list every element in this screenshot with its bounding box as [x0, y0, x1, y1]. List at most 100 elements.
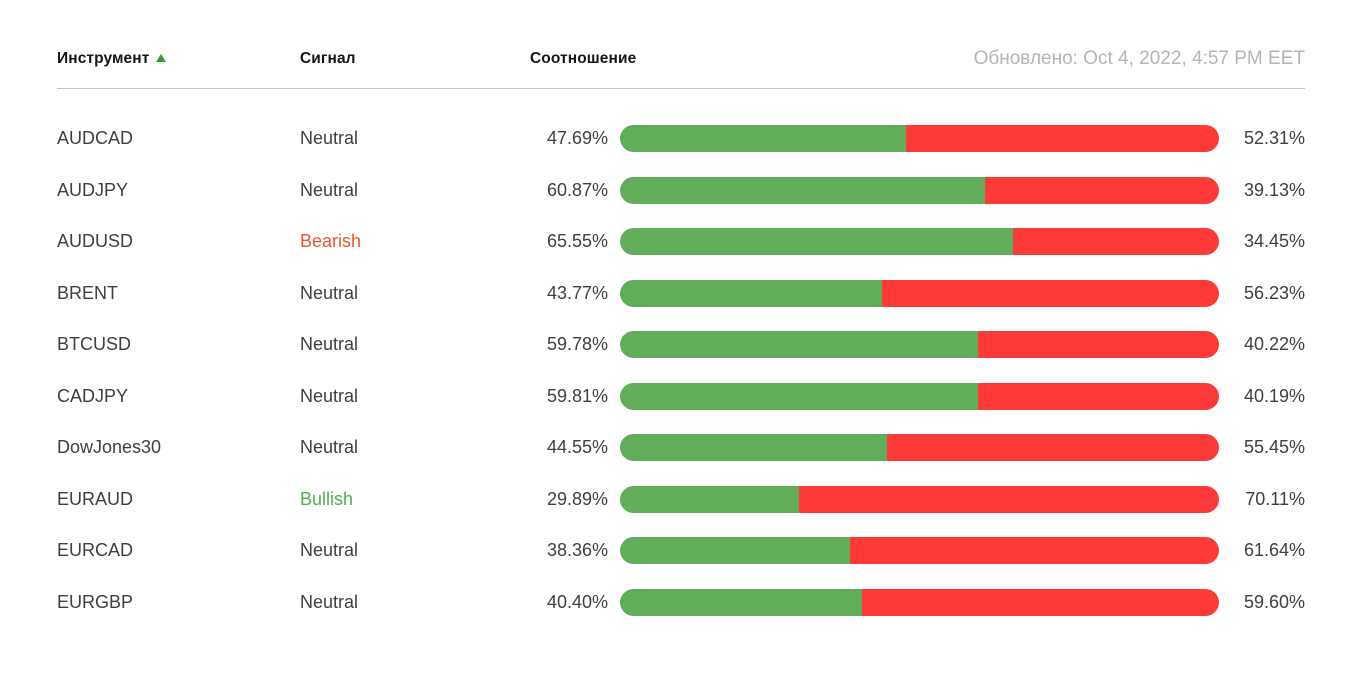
signal-label: Bullish: [300, 488, 354, 509]
signal-label: Bearish: [300, 231, 362, 252]
short-percentage: 52.31%: [1243, 128, 1305, 149]
ratio-bar: [608, 537, 1229, 565]
instrument-name[interactable]: AUDUSD: [57, 231, 134, 252]
signal-label: Neutral: [300, 540, 359, 561]
ratio-bar: [608, 125, 1229, 153]
short-bar-segment: [905, 125, 1219, 153]
signal-label: Neutral: [300, 179, 359, 200]
long-percentage: 59.78%: [546, 334, 608, 355]
long-bar-segment: [620, 588, 862, 616]
long-bar-segment: [620, 125, 906, 153]
ratio-bar: [608, 279, 1229, 307]
sort-ascending-icon: [156, 54, 167, 62]
updated-timestamp: Обновлено: Oct 4, 2022, 4:57 PM EET: [973, 48, 1305, 69]
long-percentage: 60.87%: [546, 179, 608, 200]
table-body: AUDCAD Neutral 47.69% 52.31% AUDJPY Neut…: [57, 113, 1305, 628]
long-bar-segment: [620, 228, 1013, 256]
ratio-bar-track: [620, 331, 1219, 359]
ratio-bar-track: [620, 485, 1219, 513]
long-percentage: 29.89%: [546, 488, 608, 509]
instrument-name[interactable]: EURCAD: [57, 540, 134, 561]
instrument-name[interactable]: AUDJPY: [57, 179, 129, 200]
ratio-bar-track: [620, 176, 1219, 204]
ratio-bar-track: [620, 228, 1219, 256]
ratio-bar: [608, 588, 1229, 616]
signal-label: Neutral: [300, 282, 359, 303]
column-header-signal[interactable]: Сигнал: [300, 50, 530, 68]
column-header-instrument[interactable]: Инструмент: [57, 50, 300, 68]
short-bar-segment: [978, 382, 1219, 410]
table-row: BTCUSD Neutral 59.78% 40.22%: [57, 319, 1305, 371]
short-bar-segment: [849, 537, 1219, 565]
short-bar-segment: [799, 485, 1219, 513]
column-header-ratio-label: Соотношение: [530, 50, 637, 67]
signal-label: Neutral: [300, 591, 359, 612]
instrument-name[interactable]: AUDCAD: [57, 128, 134, 149]
short-percentage: 34.45%: [1243, 231, 1305, 252]
long-bar-segment: [620, 382, 979, 410]
table-row: EURGBP Neutral 40.40% 59.60%: [57, 577, 1305, 629]
long-bar-segment: [620, 279, 883, 307]
short-bar-segment: [882, 279, 1219, 307]
column-header-instrument-label: Инструмент: [57, 50, 150, 67]
short-percentage: 39.13%: [1243, 179, 1305, 200]
ratio-bar-track: [620, 382, 1219, 410]
short-bar-segment: [984, 176, 1219, 204]
ratio-bar-track: [620, 279, 1219, 307]
long-percentage: 38.36%: [546, 540, 608, 561]
signal-label: Neutral: [300, 437, 359, 458]
ratio-bar: [608, 331, 1229, 359]
short-percentage: 61.64%: [1243, 540, 1305, 561]
long-percentage: 65.55%: [546, 231, 608, 252]
short-percentage: 55.45%: [1243, 437, 1305, 458]
instrument-name[interactable]: BRENT: [57, 282, 119, 303]
long-percentage: 44.55%: [546, 437, 608, 458]
header-divider: [57, 88, 1305, 89]
table-row: CADJPY Neutral 59.81% 40.19%: [57, 371, 1305, 423]
table-row: EURCAD Neutral 38.36% 61.64%: [57, 525, 1305, 577]
sentiment-table: Инструмент Сигнал Соотношение Обновлено:…: [0, 44, 1357, 628]
table-row: EURAUD Bullish 29.89% 70.11%: [57, 474, 1305, 526]
short-percentage: 70.11%: [1245, 488, 1305, 509]
ratio-bar: [608, 176, 1229, 204]
column-header-signal-label: Сигнал: [300, 50, 356, 67]
long-bar-segment: [620, 485, 800, 513]
table-header: Инструмент Сигнал Соотношение Обновлено:…: [57, 44, 1305, 74]
table-row: AUDUSD Bearish 65.55% 34.45%: [57, 216, 1305, 268]
short-percentage: 40.22%: [1243, 334, 1305, 355]
signal-label: Neutral: [300, 385, 359, 406]
table-row: AUDCAD Neutral 47.69% 52.31%: [57, 113, 1305, 165]
ratio-bar-track: [620, 125, 1219, 153]
instrument-name[interactable]: DowJones30: [57, 437, 162, 458]
instrument-name[interactable]: CADJPY: [57, 385, 129, 406]
long-percentage: 40.40%: [546, 591, 608, 612]
short-bar-segment: [978, 331, 1219, 359]
long-bar-segment: [620, 537, 850, 565]
ratio-bar: [608, 228, 1229, 256]
table-row: AUDJPY Neutral 60.87% 39.13%: [57, 165, 1305, 217]
long-bar-segment: [620, 331, 979, 359]
short-percentage: 59.60%: [1243, 591, 1305, 612]
short-bar-segment: [1012, 228, 1219, 256]
signal-label: Neutral: [300, 334, 359, 355]
ratio-bar: [608, 485, 1229, 513]
instrument-name[interactable]: EURGBP: [57, 591, 134, 612]
ratio-bar-track: [620, 537, 1219, 565]
instrument-name[interactable]: EURAUD: [57, 488, 134, 509]
ratio-bar: [608, 434, 1229, 462]
long-percentage: 47.69%: [546, 128, 608, 149]
column-header-ratio[interactable]: Соотношение: [530, 50, 636, 68]
instrument-name[interactable]: BTCUSD: [57, 334, 132, 355]
long-bar-segment: [620, 434, 887, 462]
ratio-bar-track: [620, 434, 1219, 462]
long-bar-segment: [620, 176, 985, 204]
short-percentage: 56.23%: [1243, 282, 1305, 303]
short-bar-segment: [886, 434, 1219, 462]
short-bar-segment: [861, 588, 1219, 616]
long-percentage: 59.81%: [546, 385, 608, 406]
long-percentage: 43.77%: [546, 282, 608, 303]
ratio-bar-track: [620, 588, 1219, 616]
ratio-bar: [608, 382, 1229, 410]
table-row: DowJones30 Neutral 44.55% 55.45%: [57, 422, 1305, 474]
signal-label: Neutral: [300, 128, 359, 149]
